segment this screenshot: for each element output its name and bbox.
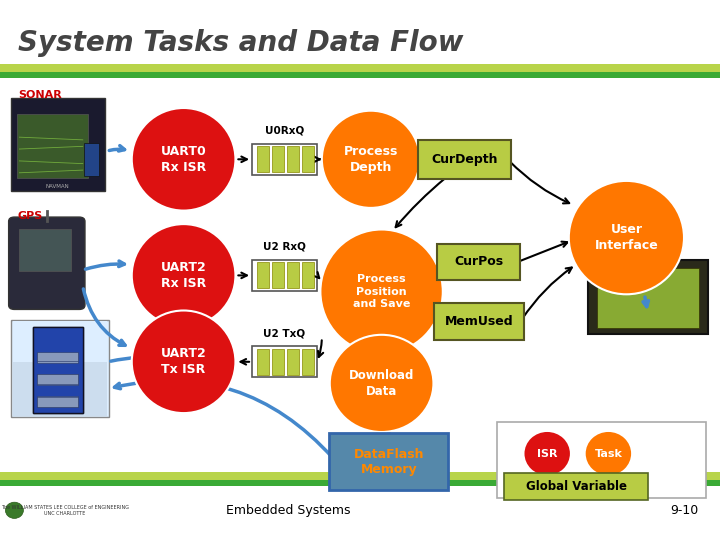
Bar: [0, 72, 720, 78]
Bar: [0, 472, 720, 480]
Bar: [302, 146, 315, 172]
Bar: [272, 146, 284, 172]
Ellipse shape: [569, 181, 684, 294]
FancyBboxPatch shape: [37, 353, 78, 363]
Ellipse shape: [132, 108, 235, 211]
Text: CurDepth: CurDepth: [431, 153, 498, 166]
FancyBboxPatch shape: [9, 217, 85, 309]
Ellipse shape: [132, 224, 235, 327]
Text: UART2
Tx ISR: UART2 Tx ISR: [161, 347, 207, 376]
FancyBboxPatch shape: [37, 396, 78, 407]
Text: User
Interface: User Interface: [595, 223, 658, 252]
FancyBboxPatch shape: [37, 352, 78, 361]
Bar: [272, 349, 284, 375]
Text: GPS: GPS: [18, 211, 43, 221]
Ellipse shape: [320, 230, 443, 354]
Text: UART2
Rx ISR: UART2 Rx ISR: [161, 261, 207, 290]
Ellipse shape: [523, 431, 571, 476]
FancyBboxPatch shape: [33, 327, 83, 413]
Text: Global Variable: Global Variable: [526, 480, 626, 492]
Bar: [287, 262, 300, 288]
Bar: [302, 262, 315, 288]
FancyBboxPatch shape: [504, 472, 648, 500]
Bar: [257, 262, 269, 288]
FancyBboxPatch shape: [37, 374, 78, 385]
Bar: [287, 349, 300, 375]
FancyBboxPatch shape: [11, 98, 105, 191]
Text: NAVMAN: NAVMAN: [45, 184, 68, 189]
Ellipse shape: [322, 111, 420, 208]
FancyBboxPatch shape: [19, 229, 71, 271]
FancyBboxPatch shape: [497, 422, 706, 498]
Text: U0RxQ: U0RxQ: [265, 125, 304, 136]
Bar: [13, 362, 107, 416]
FancyBboxPatch shape: [330, 433, 448, 490]
Text: ISR: ISR: [537, 449, 557, 458]
FancyBboxPatch shape: [84, 143, 99, 176]
Bar: [287, 146, 300, 172]
Ellipse shape: [132, 310, 235, 413]
FancyBboxPatch shape: [17, 114, 88, 178]
FancyBboxPatch shape: [418, 140, 511, 179]
FancyBboxPatch shape: [597, 268, 699, 328]
FancyBboxPatch shape: [252, 346, 317, 377]
Ellipse shape: [585, 431, 632, 476]
Text: UART0
Rx ISR: UART0 Rx ISR: [161, 145, 207, 174]
Bar: [0, 64, 720, 72]
Text: DataFlash
Memory: DataFlash Memory: [354, 448, 424, 476]
Text: SONAR: SONAR: [18, 90, 62, 99]
Text: U2 TxQ: U2 TxQ: [264, 328, 305, 338]
FancyBboxPatch shape: [433, 303, 524, 340]
FancyBboxPatch shape: [37, 374, 78, 384]
Text: Task: Task: [595, 449, 622, 458]
Text: Process
Depth: Process Depth: [343, 145, 398, 174]
Text: Download
Data: Download Data: [349, 369, 414, 398]
Bar: [13, 321, 107, 362]
Text: U2 RxQ: U2 RxQ: [263, 241, 306, 252]
FancyBboxPatch shape: [11, 320, 109, 417]
Text: Embedded Systems: Embedded Systems: [226, 504, 350, 517]
FancyBboxPatch shape: [252, 144, 317, 175]
Bar: [272, 262, 284, 288]
Bar: [257, 146, 269, 172]
FancyBboxPatch shape: [37, 397, 78, 407]
Bar: [257, 349, 269, 375]
FancyBboxPatch shape: [588, 260, 708, 334]
Text: Process
Position
and Save: Process Position and Save: [353, 274, 410, 309]
Ellipse shape: [6, 502, 23, 518]
Text: 9-10: 9-10: [670, 504, 698, 517]
Text: System Tasks and Data Flow: System Tasks and Data Flow: [18, 29, 464, 57]
Bar: [302, 349, 315, 375]
Text: MemUsed: MemUsed: [444, 315, 513, 328]
Text: CurPos: CurPos: [454, 255, 503, 268]
Ellipse shape: [330, 335, 433, 432]
Text: The WILLIAM STATES LEE COLLEGE of ENGINEERING
UNC CHARLOTTE: The WILLIAM STATES LEE COLLEGE of ENGINE…: [1, 505, 129, 516]
FancyBboxPatch shape: [33, 327, 83, 413]
Bar: [0, 480, 720, 486]
FancyBboxPatch shape: [252, 260, 317, 291]
FancyBboxPatch shape: [438, 244, 521, 280]
